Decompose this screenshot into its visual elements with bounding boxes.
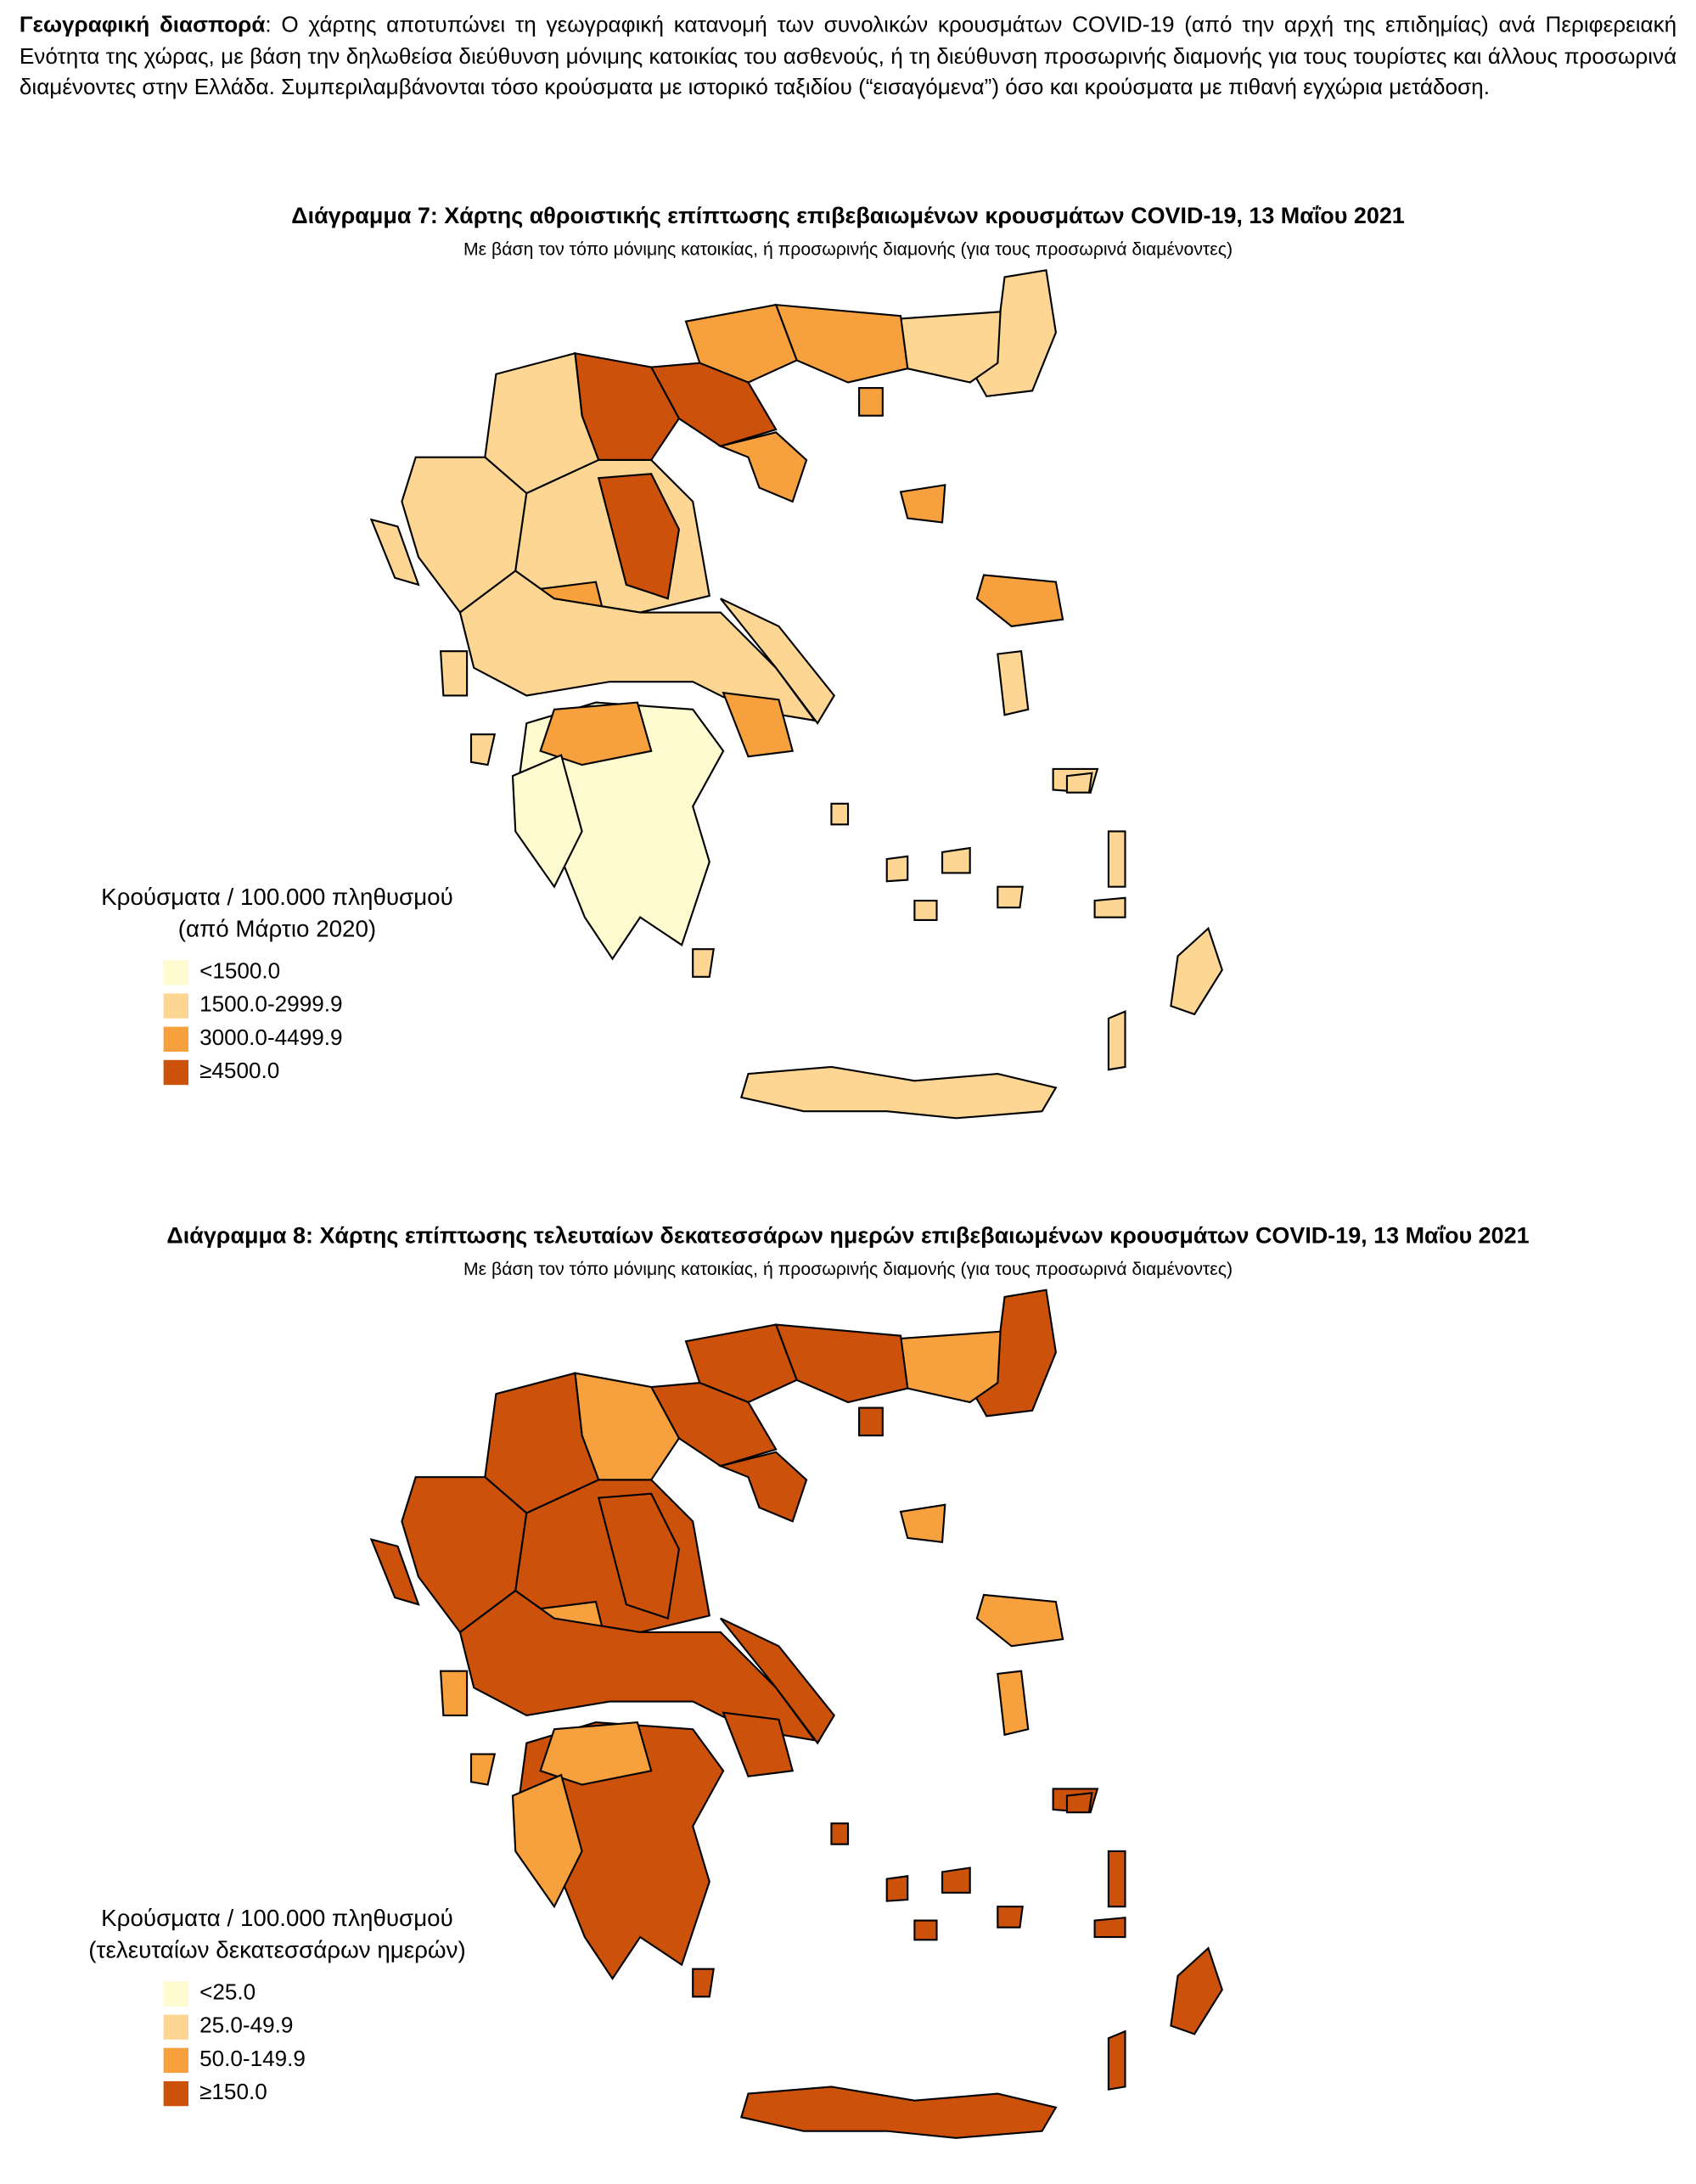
region — [720, 598, 835, 726]
region — [1065, 772, 1093, 794]
region — [722, 1711, 795, 1777]
region — [997, 885, 1024, 909]
legend-label: <1500.0 — [199, 960, 281, 985]
legend-title: (από Μάρτιο 2020) — [177, 916, 377, 943]
legend-swatch — [163, 959, 189, 985]
legend-title: Κρούσματα / 100.000 πληθυσμού — [101, 1905, 453, 1932]
region — [1107, 2030, 1126, 2091]
region — [439, 650, 469, 697]
lead: Γεωγραφική διασπορά — [19, 14, 266, 38]
region — [1107, 830, 1126, 888]
region — [717, 1451, 808, 1523]
map-subtitle: Με βάση τον τόπο μόνιμης κατοικίας, ή πρ… — [463, 1258, 1233, 1279]
region — [597, 473, 680, 600]
legend-label: ≥150.0 — [199, 2080, 267, 2105]
legend-title: (τελευταίων δεκατεσσάρων ημερών) — [88, 1937, 466, 1964]
region — [692, 948, 715, 978]
region — [369, 1538, 420, 1606]
map-title: Διάγραμμα 7: Χάρτης αθροιστικής επίπτωση… — [291, 203, 1405, 229]
paragraph: Γεωγραφική διασπορά: Ο χάρτης αποτυπώνει… — [20, 11, 1676, 105]
legend-item: <1500.0 — [163, 959, 281, 987]
region — [941, 1867, 971, 1894]
region — [1107, 1010, 1126, 1071]
region — [1093, 896, 1126, 918]
map-title: Διάγραμμα 8: Χάρτης επίπτωσης τελευταίων… — [166, 1223, 1530, 1249]
region — [899, 311, 1002, 384]
map — [369, 1289, 1223, 2139]
region — [739, 2086, 1058, 2139]
region — [858, 1406, 884, 1437]
legend-label: 25.0-49.9 — [199, 2014, 294, 2039]
region — [885, 855, 909, 883]
region — [684, 1323, 798, 1404]
region — [511, 754, 583, 889]
region — [997, 1670, 1030, 1737]
legend-swatch — [163, 993, 189, 1019]
legend-swatch — [163, 1980, 189, 2007]
region — [692, 1968, 715, 1998]
region — [1093, 1917, 1126, 1939]
region — [1065, 1792, 1093, 1814]
region — [511, 1773, 583, 1909]
legend-swatch — [163, 2080, 189, 2106]
region — [739, 1065, 1058, 1120]
map-subtitle: Με βάση τον τόπο μόνιμης κατοικίας, ή πρ… — [463, 238, 1233, 260]
region — [597, 1492, 680, 1620]
region — [941, 846, 971, 874]
region — [885, 1875, 909, 1902]
region — [717, 431, 808, 503]
region — [539, 701, 653, 766]
region — [774, 303, 909, 384]
region — [899, 484, 946, 524]
region — [830, 802, 850, 826]
region — [899, 1330, 1002, 1404]
map — [369, 269, 1223, 1120]
legend-label: <25.0 — [199, 1981, 256, 2006]
legend-item: 1500.0-2999.9 — [163, 992, 343, 1020]
region — [858, 387, 884, 417]
legend-swatch — [163, 1059, 189, 1085]
region — [975, 1593, 1064, 1648]
region — [830, 1822, 850, 1845]
legend-label: 50.0-149.9 — [199, 2047, 306, 2072]
legend-item: 50.0-149.9 — [163, 2046, 306, 2075]
legend-label: 1500.0-2999.9 — [199, 993, 343, 1018]
legend-item: ≥4500.0 — [163, 1058, 280, 1086]
legend-label: ≥4500.0 — [199, 1059, 280, 1084]
region — [899, 1503, 946, 1544]
legend-label: 3000.0-4499.9 — [199, 1026, 343, 1051]
text: : Ο χάρτης αποτυπώνει τη γεωγραφική κατα… — [19, 14, 1677, 100]
region — [469, 733, 497, 766]
region — [1170, 1946, 1223, 2035]
region — [997, 650, 1030, 716]
region — [469, 1753, 497, 1786]
region — [539, 1721, 653, 1786]
region — [975, 574, 1064, 627]
region — [439, 1670, 469, 1716]
legend-swatch — [163, 2014, 189, 2040]
legend-item: ≥150.0 — [163, 2080, 267, 2108]
region — [722, 691, 795, 758]
region — [913, 1919, 938, 1941]
legend-title: Κρούσματα / 100.000 πληθυσμού — [101, 884, 453, 911]
legend-item: <25.0 — [163, 1980, 256, 2008]
region — [913, 899, 938, 921]
region — [1107, 1850, 1126, 1908]
legend-item: 3000.0-4499.9 — [163, 1025, 343, 1053]
region — [720, 1617, 835, 1745]
region — [684, 303, 798, 384]
region — [369, 518, 420, 587]
region — [1170, 926, 1223, 1016]
legend-swatch — [163, 1026, 189, 1052]
region — [997, 1906, 1024, 1929]
region — [774, 1323, 909, 1404]
legend-item: 25.0-49.9 — [163, 2013, 294, 2041]
legend-swatch — [163, 2047, 189, 2073]
